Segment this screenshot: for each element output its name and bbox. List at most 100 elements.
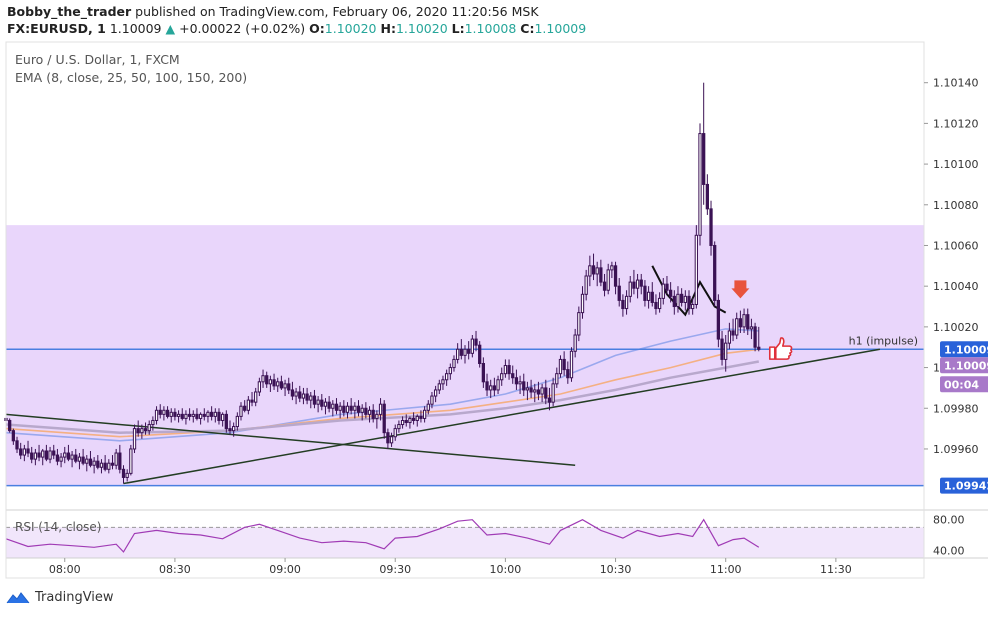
candle-body <box>147 424 151 432</box>
candle-body <box>540 387 544 395</box>
ema-line <box>5 328 759 442</box>
rsi-band <box>6 527 924 558</box>
candle-body <box>463 348 467 356</box>
candle-body <box>573 334 577 352</box>
candle-body <box>654 301 658 310</box>
candle-body <box>221 413 225 421</box>
candle-body <box>624 295 629 310</box>
candle-body <box>503 365 508 375</box>
candle-body <box>547 397 552 403</box>
candle-body <box>345 405 350 413</box>
candle-body <box>77 456 82 462</box>
ema-legend[interactable]: EMA (8, close, 25, 50, 100, 150, 200) <box>15 70 248 85</box>
candle-body <box>632 281 636 289</box>
published-text: published on TradingView.com, February 0… <box>135 4 539 19</box>
candle-body <box>209 411 214 417</box>
candle-body <box>184 413 188 419</box>
candle-body <box>558 358 563 375</box>
candle-body <box>566 369 570 379</box>
candle-body <box>246 399 250 411</box>
candle-body <box>22 448 26 456</box>
candle-body <box>698 133 702 236</box>
candle-body <box>312 395 317 405</box>
high-label: H: <box>380 21 396 36</box>
price-tick-label: 1.10140 <box>933 77 979 90</box>
footer-brand[interactable]: TradingView <box>6 590 114 605</box>
candle-body <box>511 373 515 379</box>
candle-body <box>599 267 603 283</box>
candle-body <box>367 409 372 415</box>
candle-body <box>507 365 511 375</box>
candle-body <box>628 281 632 297</box>
candle-body <box>81 456 85 464</box>
candle-body <box>265 375 269 385</box>
open-label: O: <box>309 21 325 36</box>
candle-body <box>753 326 757 348</box>
candle-body <box>320 399 324 407</box>
change-arrow-icon: ▲ <box>165 21 176 36</box>
candle-body <box>125 472 129 478</box>
candle-body <box>360 407 364 413</box>
candle-body <box>474 338 478 346</box>
tradingview-logo-icon <box>6 591 30 603</box>
price-change: +0.00022 (+0.02%) <box>179 21 306 36</box>
candle-body <box>268 379 273 385</box>
instrument-legend[interactable]: Euro / U.S. Dollar, 1, FXCM <box>15 52 180 67</box>
candle-body <box>371 409 375 419</box>
author-name[interactable]: Bobby_the_trader <box>7 4 132 19</box>
candle-body <box>52 450 56 456</box>
candle-body <box>33 452 38 460</box>
candle-body <box>261 375 265 383</box>
candle-body <box>48 450 52 460</box>
candle-body <box>323 401 328 407</box>
rsi-legend[interactable]: RSI (14, close) <box>15 520 102 534</box>
candle-body <box>228 428 232 432</box>
candle-body <box>118 452 122 470</box>
time-tick-label: 10:30 <box>600 563 632 576</box>
time-tick-label: 09:30 <box>379 563 411 576</box>
candle-body <box>224 413 228 430</box>
candle-body <box>529 387 533 393</box>
candle-body <box>467 348 471 354</box>
candle-body <box>738 318 743 328</box>
symbol-label: FX:EURUSD, 1 <box>7 21 106 36</box>
price-tick-label: 1.09980 <box>933 402 979 415</box>
candle-body <box>63 452 67 458</box>
time-tick-label: 11:30 <box>820 563 852 576</box>
candle-body <box>331 403 335 409</box>
candle-body <box>309 395 313 401</box>
price-tick-label: 1.10100 <box>933 158 979 171</box>
candle-body <box>232 426 236 432</box>
support-price-label-box <box>940 477 988 494</box>
candle-body <box>485 381 489 391</box>
candle-body <box>41 450 45 458</box>
candle-body <box>522 381 526 391</box>
candle-body <box>665 283 669 291</box>
candle-body <box>749 326 754 330</box>
close-value: 1.10009 <box>534 21 587 36</box>
candle-body <box>650 291 654 303</box>
candle-body <box>364 407 368 415</box>
candle-body <box>691 303 695 310</box>
candle-body <box>404 419 408 424</box>
candle-body <box>735 318 739 336</box>
candle-body <box>643 285 647 301</box>
candle-body <box>382 403 386 434</box>
candle-body <box>356 405 361 413</box>
candle-body <box>433 389 438 397</box>
candle-body <box>694 234 698 305</box>
candle-body <box>140 428 144 434</box>
candle-body <box>705 183 709 210</box>
candle-body <box>250 399 254 403</box>
candle-body <box>114 452 118 466</box>
candle-body <box>206 411 210 417</box>
candle-body <box>8 419 12 432</box>
candle-body <box>169 411 173 417</box>
close-label: C: <box>520 21 535 36</box>
candle-body <box>452 358 456 369</box>
candle-body <box>154 409 159 421</box>
candle-body <box>202 413 206 417</box>
candle-body <box>162 409 166 415</box>
candle-body <box>724 342 728 360</box>
